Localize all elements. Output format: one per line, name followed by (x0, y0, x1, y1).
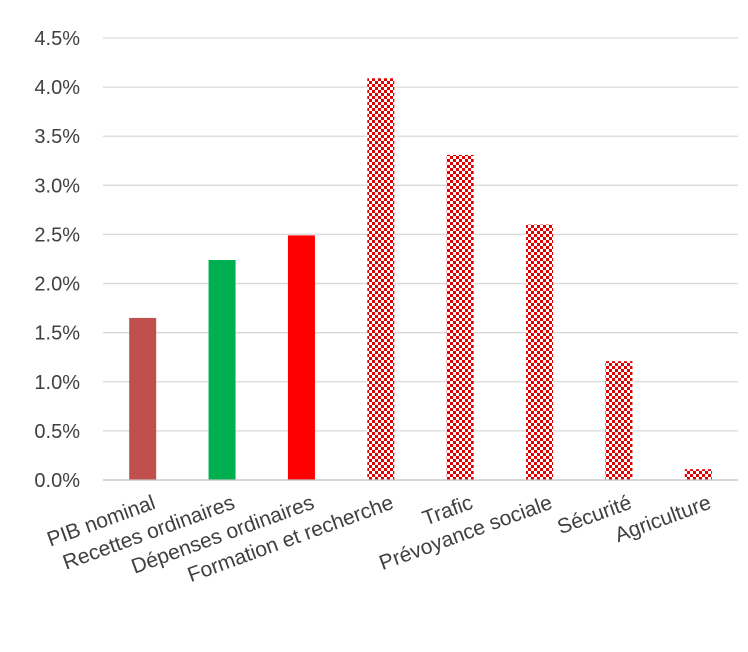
bar-prévoyance-sociale (526, 224, 554, 480)
y-tick-label: 4.0% (34, 77, 80, 99)
bar-pib-nominal (129, 317, 157, 480)
y-axis-tick-labels: 0.0% 0.5% 1.0% 1.5% 2.0% 2.5% 3.0% 3.5% 4.0% 4.5% (34, 28, 80, 492)
y-tick-label: 2.0% (34, 274, 80, 296)
y-tick-label: 3.5% (34, 126, 80, 148)
bar-recettes-ordinaires (208, 259, 236, 480)
y-tick-label: 1.0% (34, 372, 80, 394)
y-tick-label: 0.0% (34, 470, 80, 492)
bar-agriculture (684, 469, 712, 480)
y-tick-label: 2.5% (34, 224, 80, 246)
bars (129, 78, 712, 480)
bar-formation-et-recherche (367, 78, 395, 480)
y-tick-label: 0.5% (34, 421, 80, 443)
bar-dépenses-ordinaires (287, 235, 315, 480)
grid-lines (103, 37, 738, 432)
y-tick-label: 4.5% (34, 28, 80, 50)
y-tick-label: 1.5% (34, 323, 80, 345)
bar-trafic (446, 154, 474, 480)
y-tick-label: 3.0% (34, 175, 80, 197)
bar-sécurité (605, 361, 633, 480)
